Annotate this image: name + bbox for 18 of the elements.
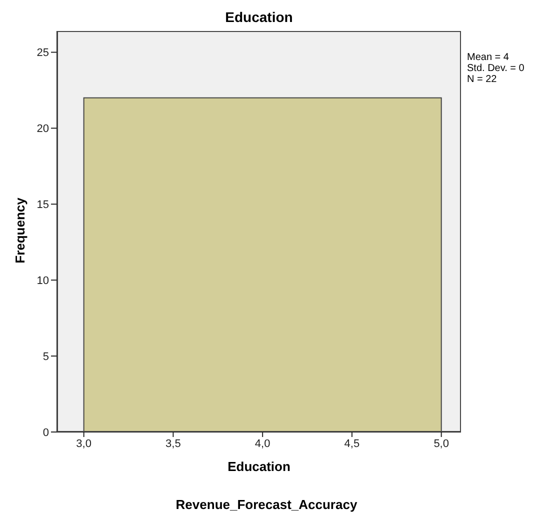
x-tick-label: 4,0 <box>254 438 270 450</box>
y-tick-label: 0 <box>42 426 49 439</box>
y-tick-label: 10 <box>36 275 49 288</box>
chart-title: Education <box>224 9 294 25</box>
text: N = 22 <box>467 74 498 85</box>
text: Std. Dev. = 0 <box>467 63 524 74</box>
x-tick-label: 3,0 <box>76 438 92 450</box>
text: Mean = 4 <box>467 52 510 63</box>
x-tick-label: 5,0 <box>434 438 449 450</box>
y-tick-label: 5 <box>42 350 49 363</box>
text: Revenue_Forecast_Accuracy <box>174 497 358 512</box>
y-tick-label: 15 <box>36 199 49 212</box>
y-tick-label: 25 <box>36 47 49 60</box>
x-tick-label: 4,5 <box>344 438 360 450</box>
x-axis-title: Education <box>226 459 292 474</box>
y-tick-label: 20 <box>36 123 49 136</box>
y-axis-title: Frequency <box>12 196 28 265</box>
x-tick-label: 3,5 <box>166 438 181 450</box>
